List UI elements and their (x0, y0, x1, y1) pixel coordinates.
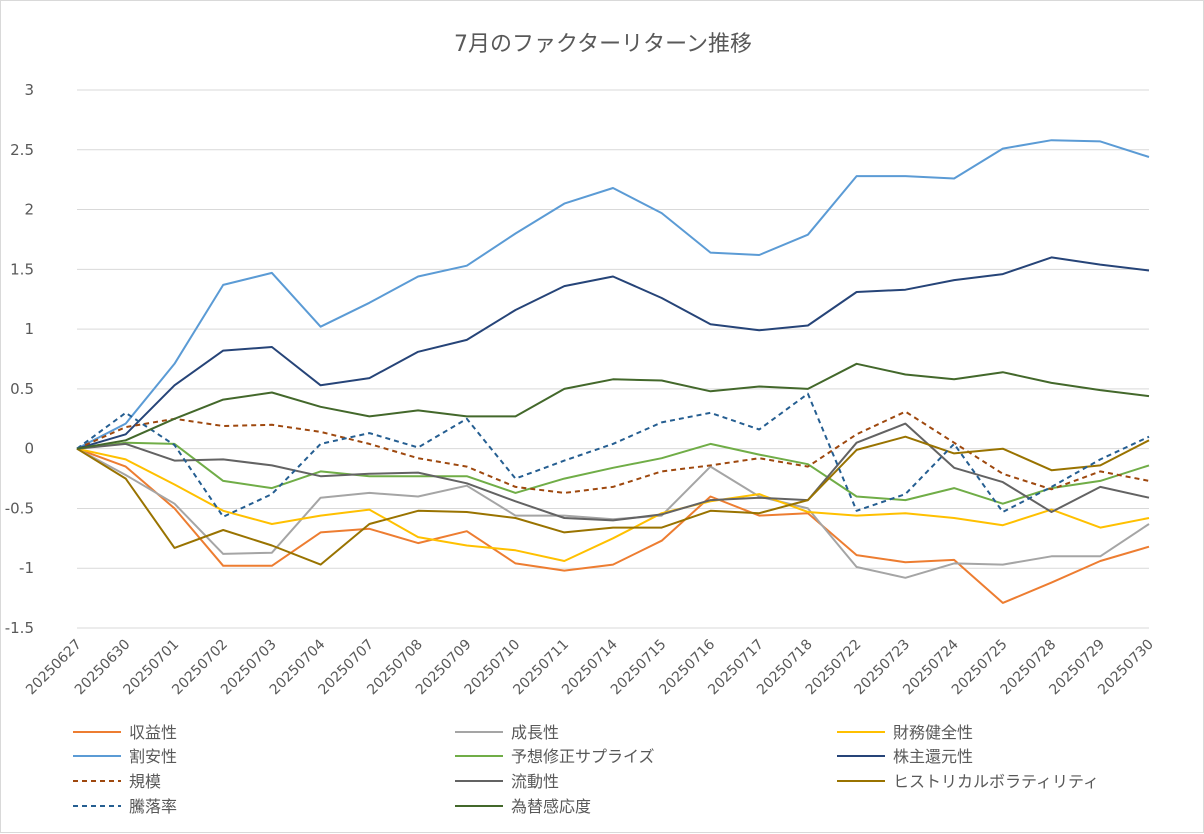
legend-label-9: 騰落率 (129, 797, 177, 816)
y-tick-label: -1 (19, 559, 34, 577)
y-tick-label: -1.5 (5, 619, 34, 637)
legend-label-6: 規模 (129, 772, 161, 791)
legend-label-5: 株主還元性 (893, 747, 973, 766)
x-axis-ticks: 2025062720250630202507012025070220250703… (23, 636, 1157, 698)
series-line-6 (76, 410, 1150, 494)
series-line-2 (76, 447, 1150, 562)
legend-label-7: 流動性 (511, 772, 559, 791)
y-axis-ticks: 3 2.5 2 1.5 1 0.5 0 -0.5 -1 -1.5 (5, 81, 34, 637)
y-tick-label: 1 (24, 320, 34, 338)
legend-label-0: 収益性 (129, 723, 177, 742)
series-line-5 (76, 256, 1150, 450)
grid-lines (77, 89, 1149, 629)
series-line-1 (76, 447, 1150, 579)
legend-label-3: 割安性 (129, 747, 177, 766)
y-tick-label: 3 (24, 81, 34, 99)
legend-label-2: 財務健全性 (893, 723, 973, 742)
series-line-8 (76, 435, 1150, 566)
legend-label-8: ヒストリカルボラティリティ (893, 772, 1099, 791)
y-tick-label: 2 (24, 201, 34, 219)
series-line-9 (76, 392, 1150, 518)
legend-label-1: 成長性 (511, 723, 559, 742)
y-tick-label: 0.5 (10, 380, 34, 398)
y-tick-label: 2.5 (10, 141, 34, 159)
series-line-7 (76, 422, 1150, 522)
series-line-3 (76, 139, 1150, 450)
legend-label-10: 為替感応度 (511, 797, 591, 816)
y-tick-label: 0 (24, 440, 34, 458)
series-lines (76, 139, 1150, 604)
legend-label-4: 予想修正サプライズ (511, 747, 655, 766)
chart-title: 7月のファクターリターン推移 (454, 32, 752, 57)
y-tick-label: 1.5 (10, 260, 34, 278)
series-line-0 (76, 447, 1150, 604)
y-tick-label: -0.5 (5, 499, 34, 517)
series-line-4 (76, 441, 1150, 505)
series-line-10 (76, 362, 1150, 450)
